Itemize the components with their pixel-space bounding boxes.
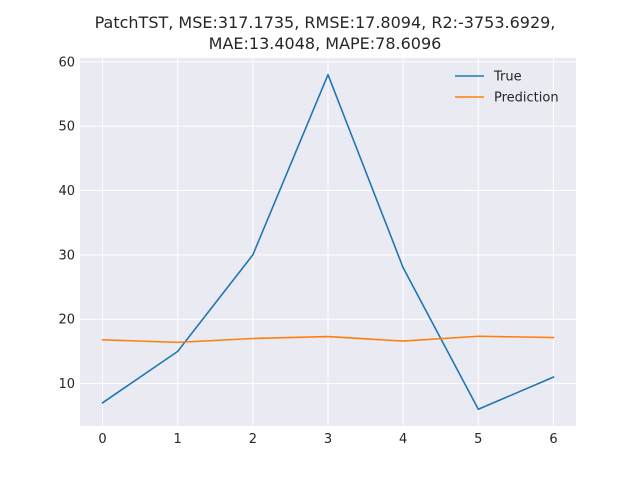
series-line-true — [101, 73, 555, 411]
series-line-prediction — [101, 335, 555, 344]
y-tick-label: 30 — [58, 248, 75, 263]
x-tick-label: 0 — [98, 432, 106, 447]
x-tick-label: 5 — [474, 432, 482, 447]
x-tick-label: 6 — [549, 432, 557, 447]
x-tick-label: 3 — [324, 432, 332, 447]
x-tick-label: 4 — [399, 432, 407, 447]
y-axis-ticks: 10 20 30 40 50 60 — [58, 55, 75, 392]
y-tick-label: 10 — [58, 377, 75, 392]
y-tick-label: 40 — [58, 184, 75, 199]
series-layer — [101, 73, 555, 411]
chart-title-line-1: PatchTST, MSE:317.1735, RMSE:17.8094, R2… — [95, 13, 556, 32]
legend-label: True — [493, 70, 522, 85]
x-tick-label: 2 — [249, 432, 257, 447]
x-axis-ticks: 0 1 2 3 4 5 6 — [98, 432, 557, 447]
y-tick-label: 60 — [58, 55, 75, 70]
legend-label: Prediction — [494, 91, 559, 106]
y-tick-label: 20 — [58, 313, 75, 328]
x-tick-label: 1 — [174, 432, 182, 447]
gridlines — [80, 58, 576, 426]
chart-title-line-2: MAE:13.4048, MAPE:78.6096 — [209, 34, 442, 53]
y-tick-label: 50 — [58, 120, 75, 135]
legend: True Prediction — [455, 70, 559, 106]
